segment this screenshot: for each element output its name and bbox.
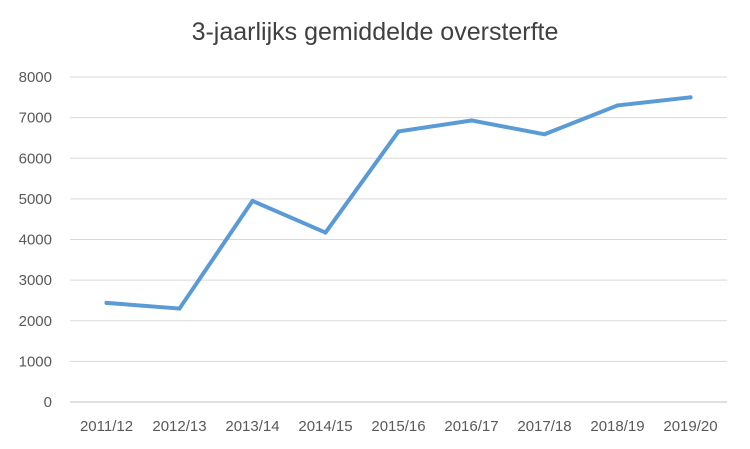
data-point [688, 95, 693, 100]
data-point [469, 118, 474, 123]
data-point [323, 230, 328, 235]
y-tick-label: 8000 [19, 69, 52, 86]
x-tick-label: 2014/15 [298, 418, 352, 435]
y-tick-label: 4000 [19, 232, 52, 249]
data-point [396, 129, 401, 134]
y-tick-label: 7000 [19, 110, 52, 127]
x-tick-label: 2011/12 [80, 418, 133, 435]
x-tick-label: 2017/18 [517, 418, 571, 435]
x-tick-label: 2013/14 [225, 418, 279, 435]
y-tick-label: 6000 [19, 150, 52, 167]
x-tick-label: 2019/20 [663, 418, 717, 435]
chart-title: 3-jaarlijks gemiddelde oversterfte [191, 18, 559, 46]
y-tick-label: 3000 [19, 272, 52, 289]
x-tick-label: 2015/16 [371, 418, 425, 435]
y-tick-label: 2000 [19, 313, 52, 330]
y-tick-label: 1000 [19, 353, 52, 370]
data-point [542, 132, 547, 137]
series-line [104, 95, 693, 311]
data-point [250, 198, 255, 203]
y-tick-label: 0 [44, 394, 52, 411]
data-point [177, 306, 182, 311]
x-tick-label: 2018/19 [590, 418, 644, 435]
x-tick-label: 2016/17 [444, 418, 498, 435]
y-tick-label: 5000 [19, 191, 52, 208]
x-tick-label: 2012/13 [152, 418, 206, 435]
data-point [104, 300, 109, 305]
data-point [615, 103, 620, 108]
